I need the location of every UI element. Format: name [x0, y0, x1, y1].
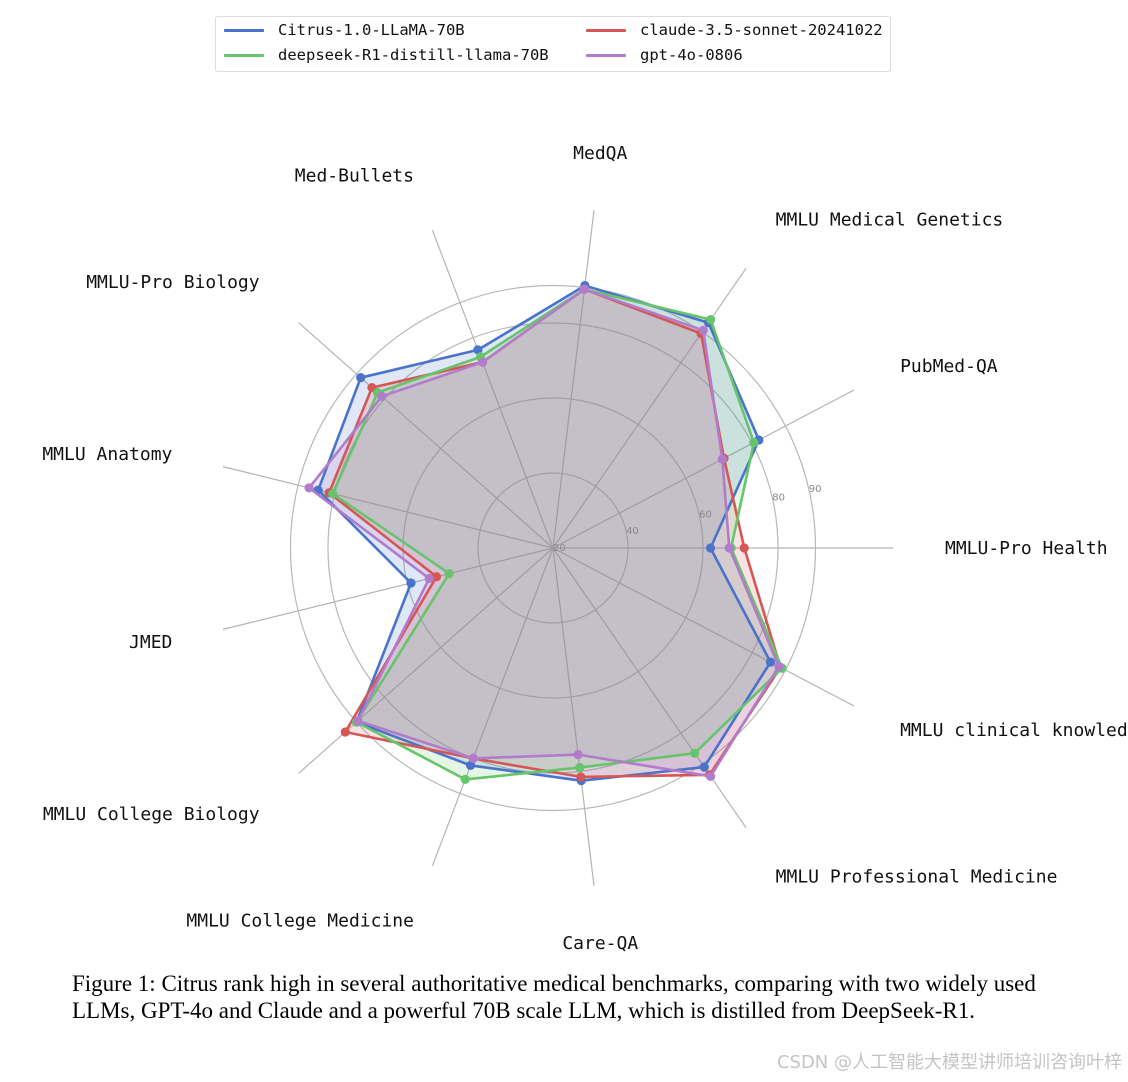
data-point	[340, 727, 350, 737]
data-point	[328, 489, 338, 499]
series-area-1	[329, 289, 781, 777]
data-point	[706, 771, 716, 781]
data-point	[765, 657, 776, 667]
radar-chart: 20 40 60 80 90 MMLU-Pro Health PubMed-QA MMLU M…	[42, 143, 1128, 954]
data-point	[717, 454, 727, 464]
data-point	[576, 772, 586, 782]
series-line-2	[331, 287, 784, 781]
data-point	[739, 543, 749, 553]
data-point	[353, 716, 363, 726]
axis-label: MMLU College Medicine	[186, 911, 414, 932]
spoke-line	[552, 547, 595, 886]
watermark: CSDN @人工智能大模型讲师培训咨询叶梓	[776, 1052, 1122, 1073]
data-point	[690, 748, 700, 758]
data-point	[406, 578, 416, 588]
legend-swatch	[586, 28, 626, 32]
axis-label: MMLU Medical Genetics	[776, 209, 1004, 230]
legend-label: gpt-4o-0806	[640, 46, 743, 64]
spoke-line	[431, 229, 554, 549]
series-area-0	[318, 285, 771, 781]
spoke-line	[552, 267, 747, 549]
spoke-line	[298, 547, 554, 774]
data-point	[573, 750, 583, 760]
series-line-1	[327, 287, 782, 779]
data-point	[575, 763, 585, 773]
radial-tick-label: 80	[772, 492, 785, 503]
series-fills	[309, 285, 783, 781]
spoke-line	[552, 547, 747, 829]
series-area-2	[332, 289, 783, 780]
axis-label: MMLU-Pro Biology	[86, 272, 260, 293]
radial-tick-label: 90	[809, 484, 822, 495]
spoke-line	[222, 547, 554, 630]
data-point	[424, 573, 434, 584]
chart-legend: Citrus-1.0-LLaMA-70B deepseek-R1-distill-…	[215, 16, 891, 72]
data-point	[444, 568, 454, 579]
axis-label: MMLU-Pro Health	[945, 538, 1108, 559]
legend-label: claude-3.5-sonnet-20241022	[640, 21, 883, 39]
radial-tick-label: 20	[553, 543, 566, 554]
legend-label: Citrus-1.0-LLaMA-70B	[278, 21, 465, 39]
axis-label: PubMed-QA	[900, 356, 998, 377]
axis-label: MedQA	[573, 143, 627, 164]
radial-tick-label: 60	[699, 509, 712, 520]
legend-swatch	[586, 53, 626, 57]
radial-tick-label: 40	[626, 526, 639, 537]
data-point	[699, 762, 709, 772]
axis-label: MMLU clinical knowledge	[900, 720, 1128, 741]
data-point	[473, 345, 483, 355]
radar-grid	[222, 210, 893, 886]
data-point	[579, 284, 590, 294]
data-point	[774, 661, 784, 672]
legend-item: claude-3.5-sonnet-20241022	[586, 21, 883, 39]
spoke-line	[552, 547, 855, 707]
data-point	[724, 543, 734, 553]
legend-item: deepseek-R1-distill-llama-70B	[224, 46, 549, 64]
spoke-line	[222, 466, 554, 549]
series-area-3	[309, 289, 779, 777]
legend-swatch	[224, 28, 264, 32]
spoke-line	[431, 547, 554, 867]
axis-label: MMLU Professional Medicine	[776, 867, 1058, 888]
spoke-line	[552, 210, 595, 549]
data-point	[431, 572, 442, 582]
data-point	[468, 753, 478, 763]
spoke-line	[298, 322, 554, 549]
legend-label: deepseek-R1-distill-llama-70B	[278, 46, 549, 64]
series-line-0	[316, 284, 772, 783]
axis-label: MMLU Anatomy	[42, 444, 172, 465]
data-point	[706, 315, 716, 325]
legend-swatch	[224, 53, 264, 57]
data-point	[460, 774, 470, 785]
axis-label: JMED	[129, 632, 172, 653]
legend-item: gpt-4o-0806	[586, 46, 743, 64]
legend-item: Citrus-1.0-LLaMA-70B	[224, 21, 465, 39]
data-point	[377, 391, 387, 401]
data-point	[705, 543, 716, 553]
series-line-3	[307, 287, 781, 778]
data-point	[749, 437, 759, 448]
data-point	[304, 483, 314, 493]
axis-label: MMLU College Biology	[43, 804, 260, 825]
axis-label: Care-QA	[562, 933, 638, 954]
data-point	[356, 373, 366, 383]
data-point	[477, 357, 488, 367]
data-point	[698, 325, 708, 336]
axis-label: Med-Bullets	[295, 165, 414, 186]
data-point	[465, 760, 476, 770]
figure-caption: Figure 1: Citrus rank high in several au…	[72, 971, 1036, 1023]
spoke-line	[552, 389, 855, 549]
series-lines	[304, 280, 787, 786]
